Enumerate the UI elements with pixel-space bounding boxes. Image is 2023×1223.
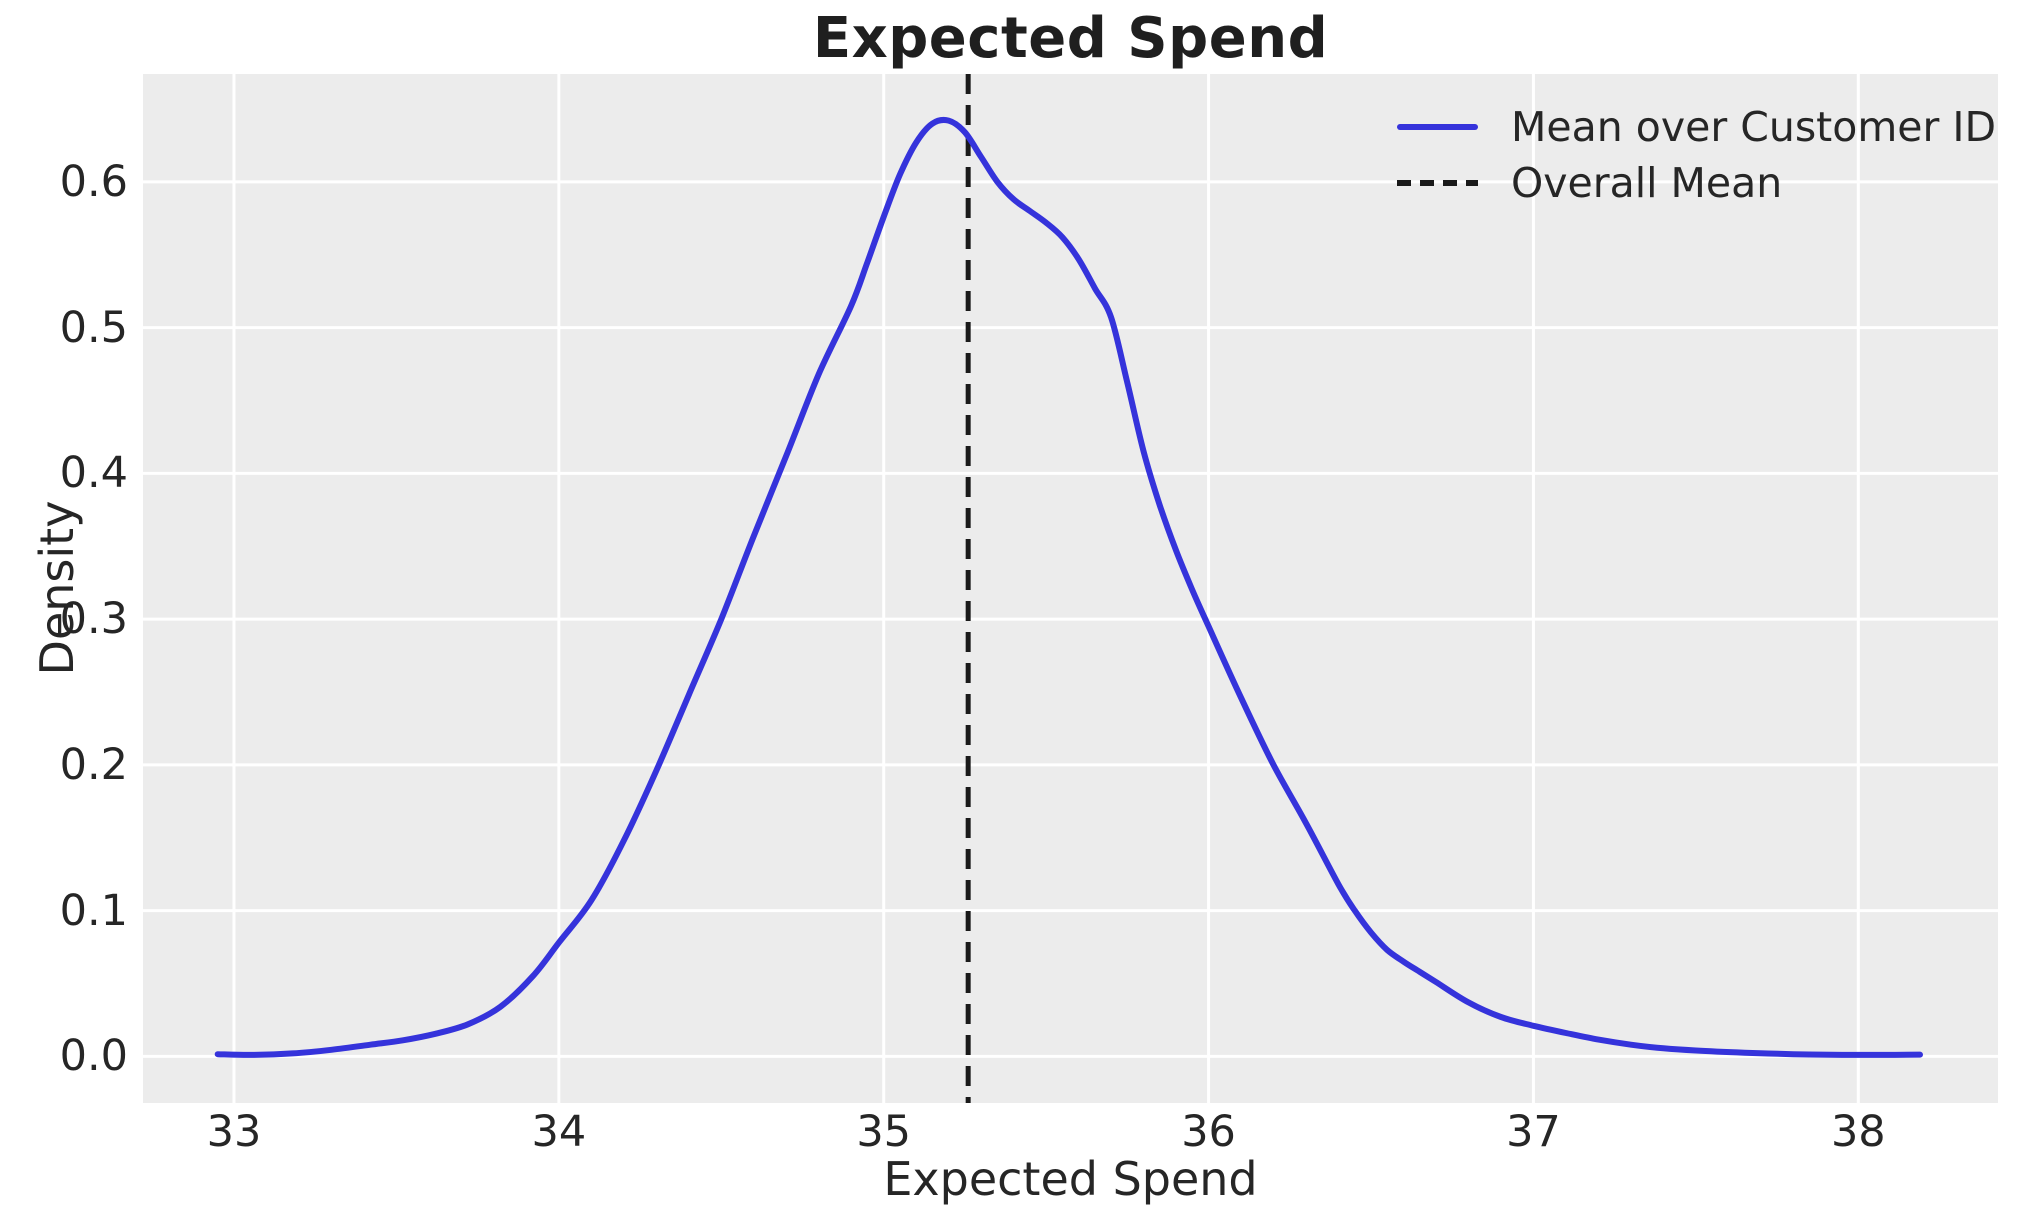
x-tick-label: 36 <box>1181 1107 1236 1157</box>
y-tick-label: 0.3 <box>59 594 128 645</box>
x-tick-label: 37 <box>1506 1107 1561 1157</box>
y-tick-label: 0.1 <box>59 885 128 936</box>
legend: Mean over Customer ID Overall Mean <box>1397 99 1996 211</box>
chart-title: Expected Spend <box>812 6 1329 71</box>
x-axis-label: Expected Spend <box>883 1152 1258 1206</box>
plot-area <box>143 74 1998 1103</box>
dashed-line-icon <box>1397 180 1478 186</box>
x-tick-label: 33 <box>206 1107 262 1157</box>
legend-label: Overall Mean <box>1511 159 1783 207</box>
x-tick-label: 34 <box>531 1107 587 1157</box>
y-tick-label: 0.5 <box>59 302 128 353</box>
y-tick-label: 0.2 <box>59 739 128 790</box>
y-tick-label: 0.0 <box>59 1031 128 1082</box>
y-axis-label: Density <box>30 500 84 676</box>
solid-line-icon <box>1397 124 1478 130</box>
x-tick-label: 38 <box>1830 1107 1886 1157</box>
kde-curve <box>214 116 1923 1058</box>
legend-item-overall-mean: Overall Mean <box>1397 155 1996 211</box>
legend-label: Mean over Customer ID <box>1511 103 1997 151</box>
y-tick-label: 0.4 <box>59 448 128 499</box>
y-tick-label: 0.6 <box>59 156 128 207</box>
legend-item-mean-over-customer-id: Mean over Customer ID <box>1397 99 1996 155</box>
x-tick-label: 35 <box>856 1107 912 1157</box>
